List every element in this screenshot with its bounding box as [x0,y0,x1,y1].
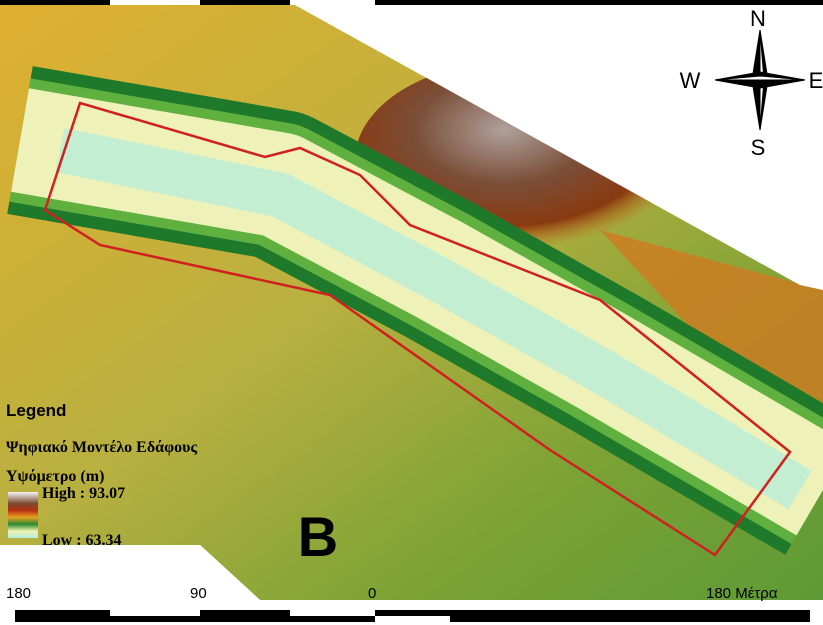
compass-s: S [751,135,766,160]
scale-label: 90 [190,585,207,602]
scale-segment [110,610,200,616]
scale-segment [110,0,200,5]
legend-low: Low : 63.34 [42,532,122,549]
scale-segment [290,0,375,5]
top-scale-remnant [0,0,823,5]
scale-segment [290,610,375,616]
terrain [0,5,823,600]
scale-segment [375,616,450,622]
panel-label: B [298,505,338,568]
legend-ramp [8,492,38,538]
compass-w: W [680,68,701,93]
compass-n: N [750,6,766,31]
scale-label: 180 Μέτρα [706,585,778,602]
scale-label: 180 [6,585,31,602]
map: N S W E Legend Ψηφιακό Μοντέλο Εδάφους Υ… [0,0,823,625]
legend-title: Legend [6,401,66,420]
legend-field: Υψόμετρο (m) [6,468,104,485]
compass-e: E [809,68,823,93]
scale-label: 0 [368,585,376,602]
legend-layer: Ψηφιακό Μοντέλο Εδάφους [6,439,197,456]
legend-high: High : 93.07 [42,485,125,502]
